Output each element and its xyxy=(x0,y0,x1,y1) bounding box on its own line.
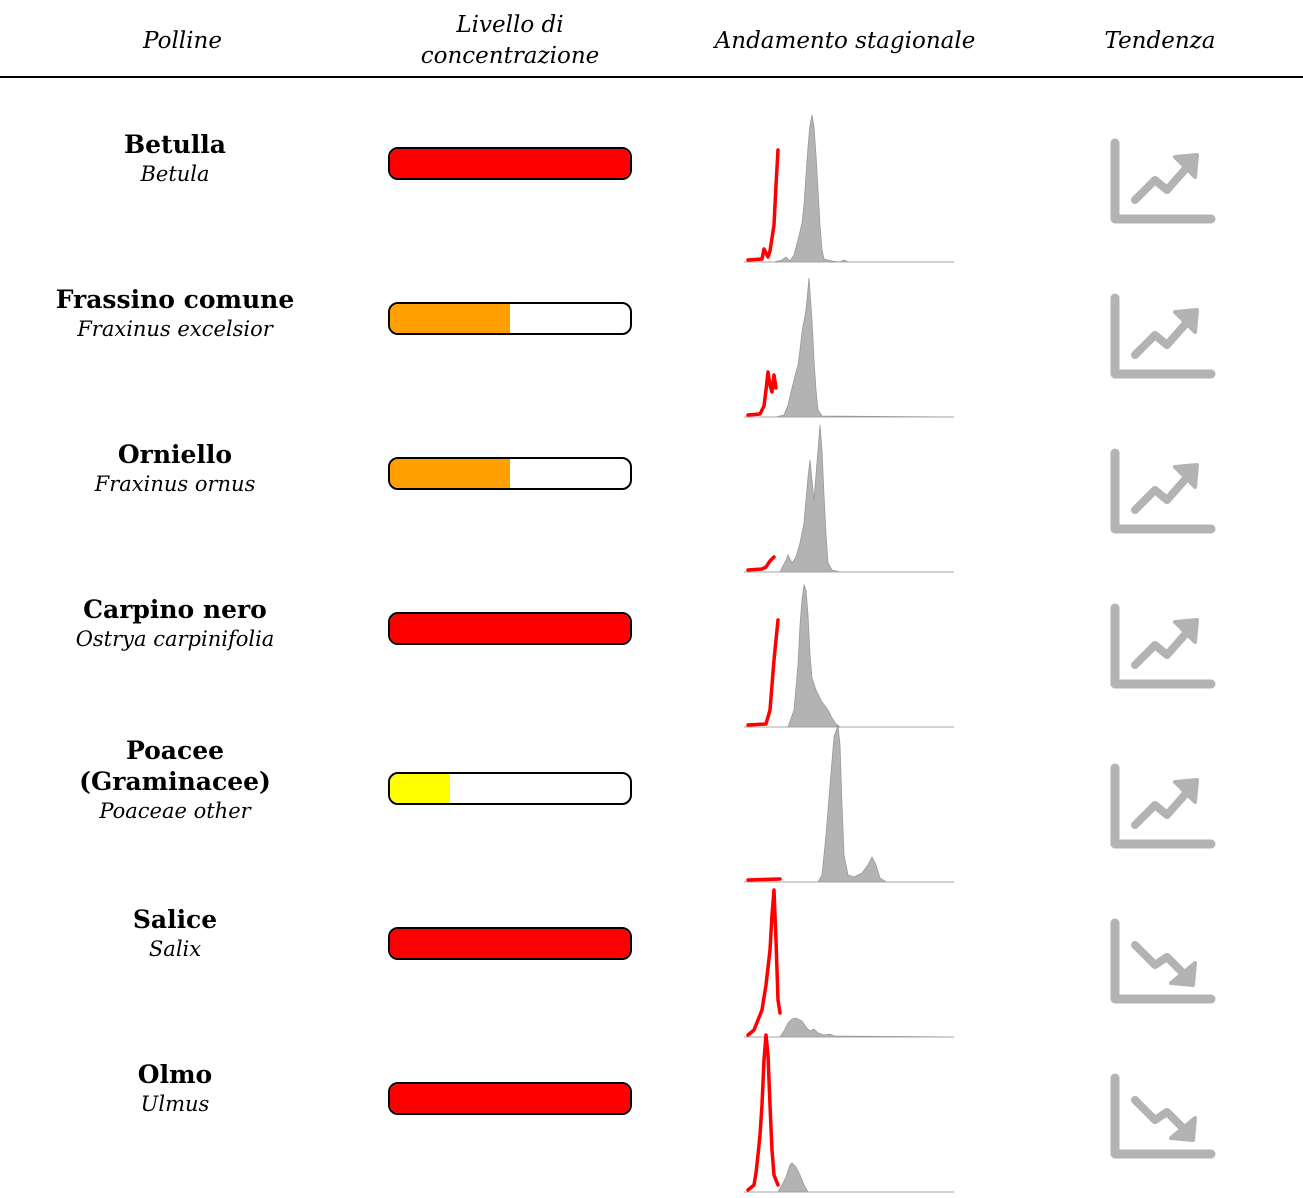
common-name: Olmo xyxy=(137,1060,213,1089)
latin-name: Fraxinus ornus xyxy=(94,472,256,496)
header-rule xyxy=(0,76,1303,78)
common-name: Frassino comune xyxy=(55,285,295,314)
concentration-level-bar xyxy=(388,772,632,805)
current-season-line xyxy=(746,877,782,882)
pollen-names: Salice Salix xyxy=(30,904,320,963)
header-level-line1: Livello di xyxy=(456,12,564,38)
common-name: Betulla xyxy=(124,130,226,159)
seasonal-average-area xyxy=(744,1017,954,1038)
seasonal-chart xyxy=(744,424,954,573)
latin-name: Ulmus xyxy=(140,1092,210,1116)
concentration-level-fill xyxy=(390,774,450,803)
trend-down-icon xyxy=(1110,1073,1216,1159)
trend-up-icon xyxy=(1110,763,1216,849)
common-name-line2: (Graminacee) xyxy=(79,767,271,796)
current-season-line xyxy=(746,555,776,572)
header-pollen: Polline xyxy=(143,28,222,54)
concentration-level-fill xyxy=(390,929,630,958)
header-level-line2: concentrazione xyxy=(420,43,600,69)
table-row: Poacee (Graminacee) Poaceae other xyxy=(0,715,1303,883)
pollen-names: Betulla Betula xyxy=(30,129,320,188)
seasonal-chart xyxy=(744,1033,954,1193)
concentration-level-fill xyxy=(390,614,630,643)
concentration-level-bar xyxy=(388,457,632,490)
current-season-line xyxy=(746,370,778,417)
concentration-level-fill xyxy=(390,459,510,488)
pollen-names: Carpino nero Ostrya carpinifolia xyxy=(30,594,320,653)
seasonal-average-area xyxy=(744,583,954,728)
table-row: Carpino nero Ostrya carpinifolia xyxy=(0,560,1303,728)
common-name: Salice xyxy=(132,905,218,934)
concentration-level-bar xyxy=(388,302,632,335)
current-season-line xyxy=(746,148,780,262)
seasonal-average-area xyxy=(744,424,954,573)
current-season-line xyxy=(746,888,782,1037)
concentration-level-fill xyxy=(390,149,630,178)
seasonal-average-area xyxy=(744,114,954,263)
table-row: Orniello Fraxinus ornus xyxy=(0,405,1303,573)
pollen-names: Orniello Fraxinus ornus xyxy=(30,439,320,498)
current-season-line xyxy=(746,1033,780,1192)
concentration-level-fill xyxy=(390,304,510,333)
latin-name: Poaceae other xyxy=(99,799,251,823)
trend-up-icon xyxy=(1110,293,1216,379)
header-concentration-level: Livello di concentrazione xyxy=(380,10,640,72)
table-row: Olmo Ulmus xyxy=(0,1025,1303,1193)
trend-up-icon xyxy=(1110,448,1216,534)
seasonal-chart xyxy=(744,583,954,728)
table-row: Betulla Betula xyxy=(0,95,1303,263)
concentration-level-bar xyxy=(388,612,632,645)
current-season-line xyxy=(746,618,780,727)
pollen-names: Poacee (Graminacee) Poaceae other xyxy=(30,735,320,825)
latin-name: Betula xyxy=(140,162,210,186)
common-name: Poacee xyxy=(125,736,225,765)
pollen-names: Frassino comune Fraxinus excelsior xyxy=(30,284,320,343)
common-name: Orniello xyxy=(117,440,233,469)
trend-up-icon xyxy=(1110,603,1216,689)
concentration-level-bar xyxy=(388,927,632,960)
pollen-names: Olmo Ulmus xyxy=(30,1059,320,1118)
latin-name: Fraxinus excelsior xyxy=(77,317,273,341)
seasonal-chart xyxy=(744,277,954,418)
header-trend: Tendenza xyxy=(1104,28,1216,54)
seasonal-average-area xyxy=(744,1162,954,1193)
seasonal-chart xyxy=(744,114,954,263)
trend-down-icon xyxy=(1110,918,1216,1004)
common-name: Carpino nero xyxy=(83,595,267,624)
seasonal-chart xyxy=(744,724,954,883)
table-row: Salice Salix xyxy=(0,870,1303,1038)
seasonal-average-area xyxy=(744,724,954,883)
concentration-level-bar xyxy=(388,1082,632,1115)
header-seasonal-trend: Andamento stagionale xyxy=(714,28,976,54)
latin-name: Salix xyxy=(148,937,202,961)
trend-up-icon xyxy=(1110,138,1216,224)
table-row: Frassino comune Fraxinus excelsior xyxy=(0,250,1303,418)
concentration-level-bar xyxy=(388,147,632,180)
concentration-level-fill xyxy=(390,1084,630,1113)
seasonal-chart xyxy=(744,888,954,1038)
latin-name: Ostrya carpinifolia xyxy=(75,627,275,651)
seasonal-average-area xyxy=(744,277,954,418)
